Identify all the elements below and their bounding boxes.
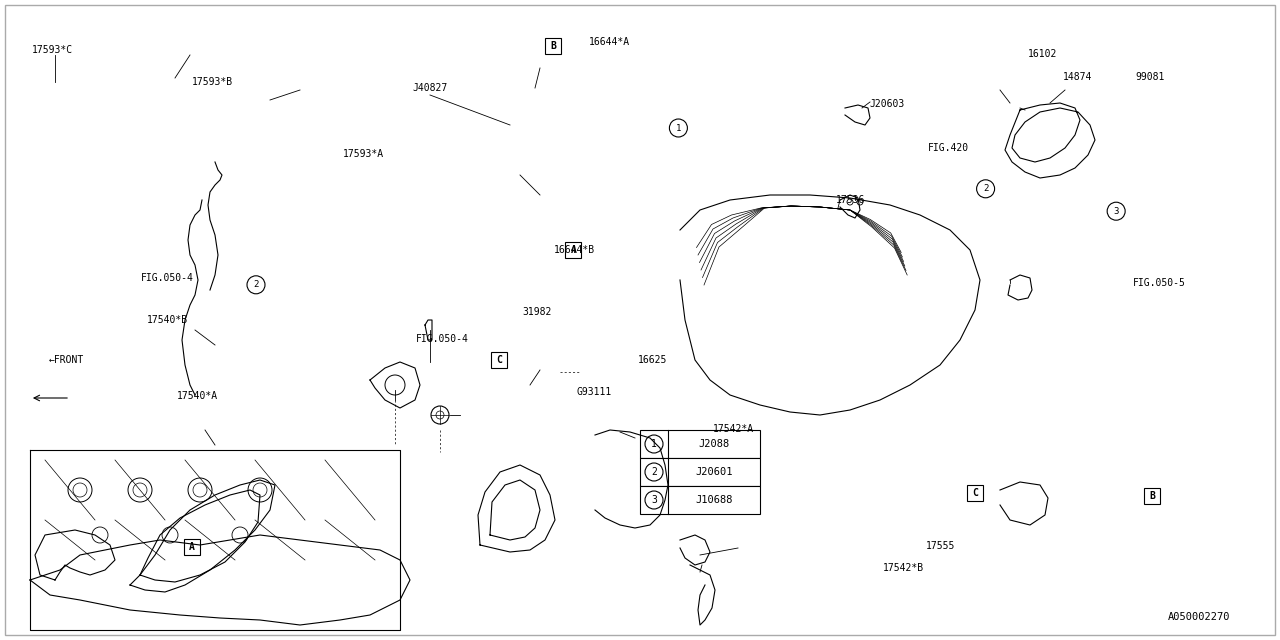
Bar bbox=[640, 486, 760, 514]
Text: 2: 2 bbox=[983, 184, 988, 193]
Text: 1: 1 bbox=[652, 439, 657, 449]
Text: A050002270: A050002270 bbox=[1167, 612, 1230, 622]
Text: 2: 2 bbox=[652, 467, 657, 477]
Text: C: C bbox=[973, 488, 978, 498]
Text: J20603: J20603 bbox=[869, 99, 905, 109]
Text: J10688: J10688 bbox=[695, 495, 732, 505]
Text: 16625: 16625 bbox=[637, 355, 667, 365]
Text: FIG.050-4: FIG.050-4 bbox=[416, 334, 468, 344]
Text: A: A bbox=[189, 542, 195, 552]
Text: FIG.420: FIG.420 bbox=[928, 143, 969, 154]
Bar bbox=[184, 539, 200, 556]
Text: G93111: G93111 bbox=[576, 387, 612, 397]
Text: 14874: 14874 bbox=[1062, 72, 1092, 82]
Text: 99081: 99081 bbox=[1135, 72, 1165, 82]
Text: 1: 1 bbox=[676, 124, 681, 132]
Text: 17540*B: 17540*B bbox=[147, 315, 188, 325]
Bar bbox=[640, 430, 760, 458]
Text: 17542*A: 17542*A bbox=[713, 424, 754, 434]
Circle shape bbox=[247, 276, 265, 294]
Text: FIG.050-5: FIG.050-5 bbox=[1133, 278, 1185, 288]
Circle shape bbox=[669, 119, 687, 137]
Text: 17593*B: 17593*B bbox=[192, 77, 233, 87]
Circle shape bbox=[645, 435, 663, 453]
Text: 17540*A: 17540*A bbox=[177, 390, 218, 401]
Text: FIG.050-4: FIG.050-4 bbox=[141, 273, 193, 284]
Bar bbox=[492, 352, 507, 368]
Text: A: A bbox=[571, 244, 576, 255]
Text: 17542*B: 17542*B bbox=[883, 563, 924, 573]
Text: 31982: 31982 bbox=[522, 307, 552, 317]
Text: J20601: J20601 bbox=[695, 467, 732, 477]
Text: C: C bbox=[497, 355, 502, 365]
Text: 16644*A: 16644*A bbox=[589, 36, 630, 47]
Text: B: B bbox=[1149, 491, 1155, 501]
Text: B: B bbox=[550, 41, 556, 51]
Text: 3: 3 bbox=[1114, 207, 1119, 216]
Text: 16644*B: 16644*B bbox=[554, 244, 595, 255]
Circle shape bbox=[1107, 202, 1125, 220]
Bar bbox=[545, 38, 561, 54]
Text: 2: 2 bbox=[253, 280, 259, 289]
Text: 16102: 16102 bbox=[1028, 49, 1057, 60]
Text: 17593*A: 17593*A bbox=[343, 148, 384, 159]
Text: 3: 3 bbox=[652, 495, 657, 505]
Text: ←FRONT: ←FRONT bbox=[49, 355, 84, 365]
Bar bbox=[1144, 488, 1160, 504]
Text: 17536: 17536 bbox=[836, 195, 865, 205]
Text: 17593*C: 17593*C bbox=[32, 45, 73, 55]
Bar bbox=[566, 242, 581, 258]
Circle shape bbox=[645, 463, 663, 481]
Circle shape bbox=[977, 180, 995, 198]
Text: J40827: J40827 bbox=[412, 83, 448, 93]
Bar bbox=[968, 485, 983, 501]
Text: J2088: J2088 bbox=[699, 439, 730, 449]
Text: 17555: 17555 bbox=[925, 541, 955, 551]
Circle shape bbox=[645, 491, 663, 509]
Bar bbox=[640, 458, 760, 486]
